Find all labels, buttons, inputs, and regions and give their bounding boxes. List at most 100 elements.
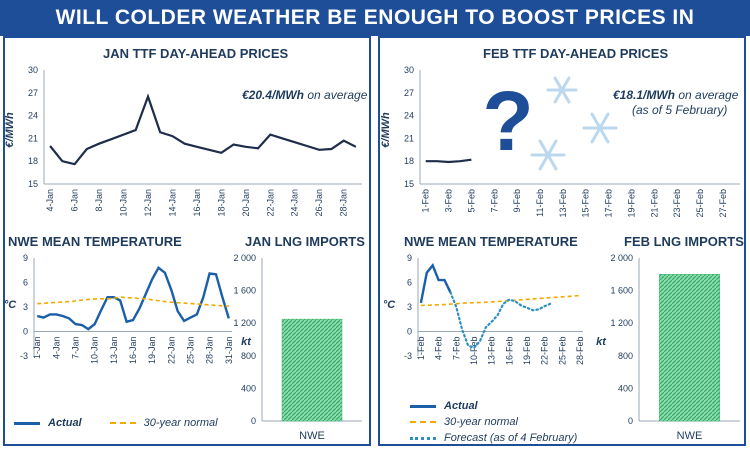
feb_lng-ytick-label: 1 200 bbox=[610, 318, 633, 328]
feb_ttf-ytick-label: 21 bbox=[404, 133, 414, 143]
snowflake-icon bbox=[582, 112, 618, 144]
jan_temp-xtick-label: 19-Jan bbox=[147, 337, 157, 365]
jan-ttf-average: €20.4/MWh on average bbox=[242, 88, 367, 102]
feb_ttf-ytick-label: 24 bbox=[404, 111, 414, 121]
legend-label-actual: Actual bbox=[48, 417, 82, 429]
jan-temp-ylabel: °C bbox=[4, 299, 17, 311]
feb_temp-xtick-label: 7-Feb bbox=[451, 337, 461, 361]
legend-label-normal: 30-year normal bbox=[143, 417, 218, 429]
feb-ttf-average-note: (as of 5 February) bbox=[632, 103, 728, 117]
feb_ttf-xtick-label: 17-Feb bbox=[604, 189, 614, 218]
feb-ttf-average: €18.1/MWh on average bbox=[613, 88, 738, 102]
feb_ttf-ytick-label: 18 bbox=[404, 156, 414, 166]
jan_ttf-ytick-label: 30 bbox=[28, 65, 38, 75]
feb_lng-ytick-label: 1 600 bbox=[610, 286, 633, 296]
jan_ttf-ytick-label: 15 bbox=[28, 179, 38, 189]
feb_temp-xtick-label: 13-Feb bbox=[487, 337, 497, 366]
jan_ttf-xtick-label: 14-Jan bbox=[167, 189, 177, 217]
jan_temp-ytick-label: 0 bbox=[23, 327, 28, 337]
feb_temp-ytick-label: 6 bbox=[407, 278, 412, 288]
feb_temp-xtick-label: 1-Feb bbox=[416, 337, 426, 361]
legend-swatch-actual bbox=[14, 421, 40, 425]
feb_temp-ytick-label: 0 bbox=[407, 327, 412, 337]
feb-ttf-price-line bbox=[425, 158, 472, 164]
jan_temp-xtick-label: 7-Jan bbox=[71, 337, 81, 360]
jan-temp-actual-line bbox=[36, 266, 230, 331]
jan_temp-xtick-label: 16-Jan bbox=[128, 337, 138, 365]
legend-label-forecast: Forecast (as of 4 February) bbox=[444, 432, 578, 444]
legend-item-normal: 30-year normal bbox=[410, 414, 577, 430]
jan_temp-ytick-label: -3 bbox=[20, 351, 28, 361]
feb_lng-ytick-label: 400 bbox=[618, 383, 633, 393]
jan_lng-ytick-label: 0 bbox=[251, 416, 256, 426]
legend-label-normal: 30-year normal bbox=[444, 416, 518, 428]
feb-avg-value: €18.1/MWh bbox=[613, 88, 676, 102]
feb-temp-normal-line bbox=[420, 294, 581, 307]
feb_ttf-xtick-label: 5-Feb bbox=[466, 189, 476, 213]
feb-temp-forecast-line bbox=[449, 291, 552, 350]
jan_lng-ytick-label: 800 bbox=[241, 351, 256, 361]
jan-temp-legend: Actual 30-year normal bbox=[14, 415, 218, 431]
jan_lng-ytick-label: 1 600 bbox=[233, 286, 256, 296]
jan_ttf-ytick-label: 24 bbox=[28, 111, 38, 121]
legend-swatch-normal bbox=[109, 422, 136, 424]
jan_ttf-xtick-label: 16-Jan bbox=[192, 189, 202, 217]
feb_temp-xtick-label: 10-Feb bbox=[469, 337, 479, 366]
feb_temp-xtick-label: 16-Feb bbox=[504, 337, 514, 366]
feb_temp-xtick-label: 25-Feb bbox=[557, 337, 567, 366]
jan-lng-ylabel: kt bbox=[241, 336, 252, 348]
jan_temp-xtick-label: 10-Jan bbox=[90, 337, 100, 365]
feb-temp-title: NWE MEAN TEMPERATURE bbox=[404, 234, 578, 249]
jan_lng-bar bbox=[281, 318, 343, 422]
legend-item-forecast: Forecast (as of 4 February) bbox=[410, 430, 577, 446]
feb_ttf-ytick-label: 27 bbox=[404, 88, 414, 98]
jan-ttf-ylabel: €/MWh bbox=[4, 112, 16, 148]
jan_temp-xtick-label: 1-Jan bbox=[32, 337, 42, 360]
jan-avg-value: €20.4/MWh bbox=[242, 88, 305, 102]
jan_temp-xtick-label: 25-Jan bbox=[185, 337, 195, 365]
jan_ttf-xtick-label: 6-Jan bbox=[70, 189, 80, 212]
feb_ttf-xtick-label: 13-Feb bbox=[558, 189, 568, 218]
jan_ttf-xtick-label: 22-Jan bbox=[265, 189, 275, 217]
jan_ttf-xtick-label: 26-Jan bbox=[314, 189, 324, 217]
jan_temp-ytick-label: 6 bbox=[23, 278, 28, 288]
feb_lng-category-label: NWE bbox=[677, 430, 703, 442]
feb_lng-ytick-label: 800 bbox=[618, 351, 633, 361]
feb_ttf-xtick-label: 3-Feb bbox=[444, 189, 454, 213]
question-mark-icon: ? bbox=[482, 74, 533, 168]
feb_lng-bar bbox=[658, 274, 721, 422]
jan_lng-ytick-label: 2 000 bbox=[233, 253, 256, 263]
feb-temp-actual-line bbox=[419, 263, 452, 304]
jan_ttf-ytick-label: 18 bbox=[28, 156, 38, 166]
feb-lng-ylabel: kt bbox=[596, 336, 607, 348]
jan-ttf-title: JAN TTF DAY-AHEAD PRICES bbox=[103, 46, 289, 61]
jan_temp-xtick-label: 13-Jan bbox=[109, 337, 119, 365]
legend-item-actual: Actual bbox=[410, 398, 577, 414]
feb-temp-ylabel: °C bbox=[383, 299, 396, 311]
feb_temp-ytick-label: 3 bbox=[407, 302, 412, 312]
feb_temp-xtick-label: 19-Feb bbox=[522, 337, 532, 366]
jan-ttf-price-line bbox=[49, 93, 357, 166]
feb-temp-legend: Actual 30-year normal Forecast (as of 4 … bbox=[410, 398, 577, 446]
legend-item-actual: Actual 30-year normal bbox=[14, 415, 218, 431]
feb-lng-title: FEB LNG IMPORTS bbox=[624, 234, 744, 249]
feb_lng-ytick-label: 2 000 bbox=[610, 253, 633, 263]
legend-swatch-actual bbox=[410, 404, 436, 408]
feb_ttf-xtick-label: 19-Feb bbox=[626, 189, 636, 218]
feb_ttf-xtick-label: 23-Feb bbox=[672, 189, 682, 218]
jan_temp-ytick-label: 3 bbox=[23, 302, 28, 312]
jan_temp-xtick-label: 22-Jan bbox=[166, 337, 176, 365]
feb-avg-text: on average bbox=[675, 88, 739, 102]
jan_ttf-xtick-label: 18-Jan bbox=[216, 189, 226, 217]
jan_ttf-ytick-label: 21 bbox=[28, 133, 38, 143]
snowflake-icon bbox=[530, 139, 566, 171]
feb_ttf-xtick-label: 1-Feb bbox=[421, 189, 431, 213]
jan_temp-ytick-label: 9 bbox=[23, 253, 28, 263]
legend-swatch-forecast bbox=[410, 436, 436, 440]
feb_temp-xtick-label: 22-Feb bbox=[540, 337, 550, 366]
feb_ttf-ytick-label: 15 bbox=[404, 179, 414, 189]
feb-ttf-title: FEB TTF DAY-AHEAD PRICES bbox=[483, 46, 669, 61]
